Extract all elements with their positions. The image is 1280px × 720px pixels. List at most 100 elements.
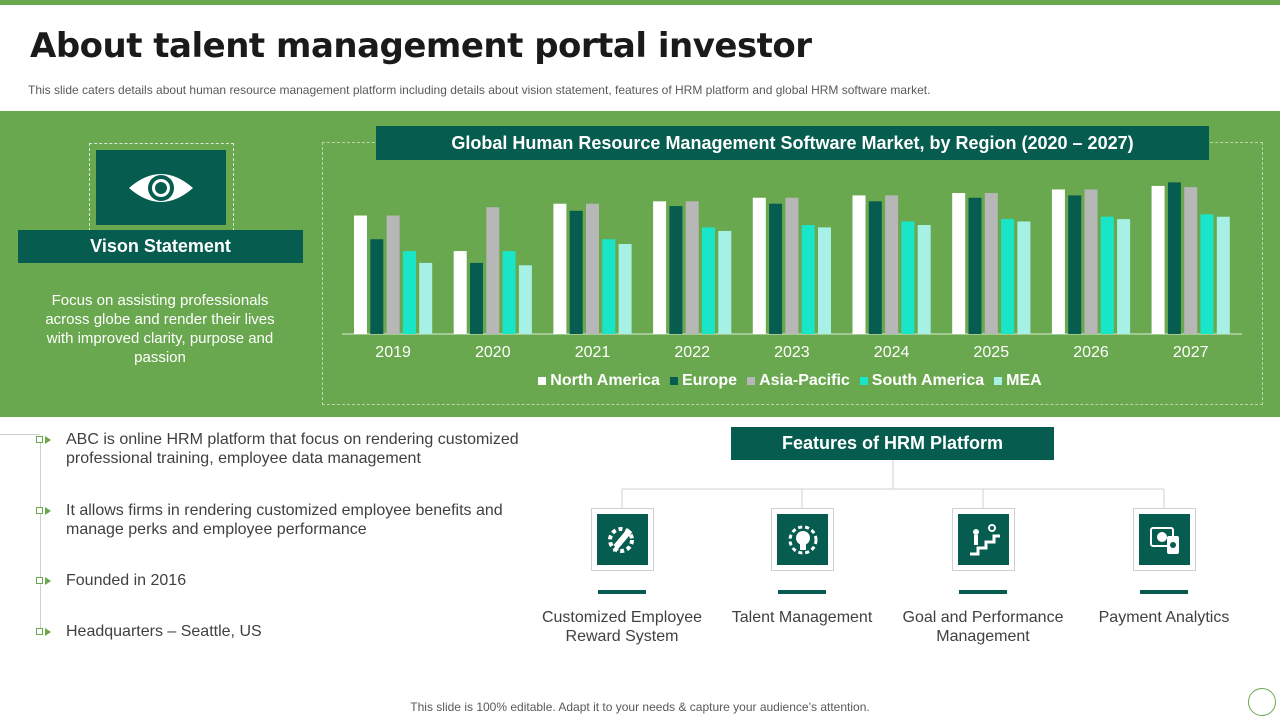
x-tick-label-2024: 2024 [874,344,910,361]
feature-divider [598,590,646,594]
top-accent-bar [0,0,1280,5]
bullet-text: Headquarters – Seattle, US [66,623,262,640]
bar-mea-2027 [1216,216,1230,334]
bar-mea-2020 [518,265,532,334]
stairs-goal-icon [958,514,1009,565]
feature-icon-frame [771,508,834,571]
bar-europe-2020 [470,262,483,334]
bar-asia-pacific-2025 [984,193,998,334]
bar-mea-2023 [818,227,831,334]
bar-north-america-2022 [653,201,667,334]
legend-item-north-america: North America [538,372,660,390]
legend-label: Asia-Pacific [759,372,850,389]
bar-europe-2026 [1068,195,1082,334]
bullet-arrow-icon [36,505,52,517]
x-tick-label-2023: 2023 [774,344,810,361]
x-tick-label-2021: 2021 [575,344,611,361]
bar-asia-pacific-2020 [486,207,500,334]
bar-mea-2019 [419,262,433,334]
bar-europe-2024 [868,201,882,334]
legend-label: South America [871,372,985,389]
bar-asia-pacific-2019 [386,215,400,334]
bar-asia-pacific-2026 [1084,189,1098,334]
bar-asia-pacific-2021 [586,203,599,334]
chart-legend: North America Europe Asia-Pacific South Ame… [340,372,1240,390]
bar-south-america-2027 [1200,214,1214,334]
bar-mea-2026 [1117,219,1131,334]
feature-divider [778,590,826,594]
bullet-item: ABC is online HRM platform that focus on… [36,430,526,468]
bullet-item: It allows firms in rendering customized … [36,501,526,539]
feature-icon-frame [591,508,654,571]
bar-south-america-2020 [502,251,516,334]
bar-south-america-2022 [702,227,715,334]
feature-icon-frame [952,508,1015,571]
x-tick-label-2027: 2027 [1173,344,1209,361]
bullet-arrow-icon [36,434,52,446]
corner-circle-icon [1248,688,1276,716]
legend-item-mea: MEA [994,372,1042,390]
bar-europe-2019 [370,239,384,334]
legend-label: Europe [681,372,738,389]
bar-asia-pacific-2022 [685,201,699,334]
feature-divider [1140,590,1188,594]
bar-mea-2021 [618,243,632,334]
features-title: Features of HRM Platform [731,427,1054,460]
bar-south-america-2021 [602,239,616,334]
bar-asia-pacific-2023 [785,197,799,334]
bar-europe-2022 [669,206,683,334]
x-tick-label-2020: 2020 [475,344,511,361]
bar-asia-pacific-2027 [1184,187,1198,334]
bar-north-america-2025 [952,193,966,334]
feature-label: Customized Employee Reward System [541,609,703,645]
bullet-item: Headquarters – Seattle, US [36,622,526,641]
feature-label: Talent Management [731,609,873,626]
page-title: About talent management portal investor [30,26,812,66]
vision-statement-text: Focus on assisting professionals across … [45,292,275,366]
bar-mea-2024 [917,225,931,334]
x-tick-label-2026: 2026 [1073,344,1109,361]
bullet-item: Founded in 2016 [36,571,526,590]
x-tick-label-2025: 2025 [974,344,1010,361]
bar-north-america-2027 [1151,185,1165,334]
bar-north-america-2021 [553,203,567,334]
legend-swatch [859,377,868,385]
bar-europe-2027 [1167,182,1181,334]
page-subtitle: This slide caters details about human re… [28,83,931,97]
brain-gear-icon [777,514,828,565]
bullet-connector-vertical [40,436,41,632]
bar-south-america-2024 [901,221,915,334]
bar-north-america-2020 [453,251,467,334]
chart-title: Global Human Resource Management Softwar… [376,126,1209,160]
bar-north-america-2026 [1051,189,1065,334]
bar-north-america-2023 [752,197,766,334]
bar-south-america-2023 [801,225,815,334]
legend-label: North America [550,372,660,389]
legend-item-south-america: South America [859,372,985,390]
eye-icon [96,150,226,225]
market-bar-chart: 2019 2020 2021 2022 2023 2024 2025 2026 2027 [342,182,1242,361]
payment-analytics-icon [1139,514,1190,565]
bar-north-america-2024 [852,195,866,334]
bar-south-america-2026 [1100,216,1114,334]
feature-icon-frame [1133,508,1196,571]
x-tick-label-2019: 2019 [375,344,411,361]
bullet-connector-horizontal [0,434,40,435]
feature-label: Goal and Performance Management [902,609,1064,645]
feature-divider [959,590,1007,594]
bar-north-america-2019 [354,215,367,334]
bullet-text: It allows firms in rendering customized … [66,502,503,538]
bar-europe-2021 [569,210,583,334]
bullet-arrow-icon [36,626,52,638]
bullet-text: Founded in 2016 [66,572,187,589]
bullet-text: ABC is online HRM platform that focus on… [66,431,519,467]
footer-note: This slide is 100% editable. Adapt it to… [410,700,870,714]
feature-label: Payment Analytics [1098,609,1230,626]
bullet-arrow-icon [36,575,52,587]
legend-swatch [538,377,547,385]
legend-swatch [669,377,678,385]
bar-south-america-2025 [1001,219,1015,334]
legend-swatch [994,377,1003,385]
legend-swatch [747,377,756,385]
bar-south-america-2019 [402,251,416,334]
